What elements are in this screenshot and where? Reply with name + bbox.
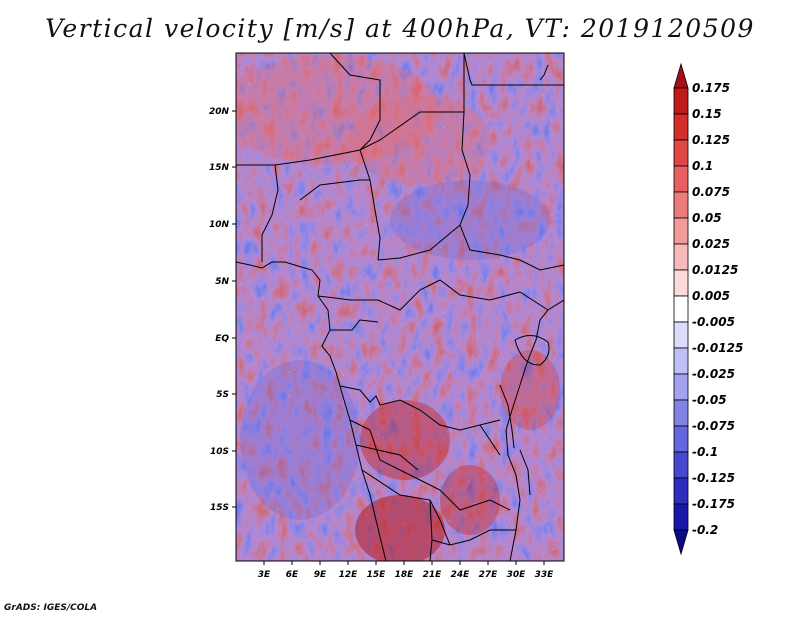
- colorbar-label: -0.1: [692, 445, 718, 459]
- lat-label: 10N: [209, 220, 230, 230]
- lon-label: 15E: [367, 570, 387, 580]
- lon-label: 18E: [395, 570, 415, 580]
- lat-label: 15N: [209, 163, 230, 173]
- colorbar-swatch: [673, 399, 689, 427]
- colorbar-label: -0.05: [692, 393, 727, 407]
- lat-label: EQ: [215, 334, 229, 344]
- colorbar-swatch: [673, 269, 689, 297]
- lon-label: 21E: [423, 570, 443, 580]
- colorbar-label: -0.005: [692, 315, 735, 329]
- colorbar-label: 0.005: [692, 289, 730, 303]
- colorbar-label: 0.075: [692, 185, 730, 199]
- colorbar-label: 0.1: [692, 159, 713, 173]
- map-frame: [235, 52, 565, 562]
- colorbar-label: -0.2: [692, 523, 718, 537]
- colorbar-swatch: [673, 295, 689, 323]
- grads-credit: GrADS: IGES/COLA: [4, 603, 98, 613]
- colorbar-swatch: [673, 191, 689, 219]
- colorbar-swatch: [673, 321, 689, 349]
- colorbar-bottom-arrow: [673, 529, 689, 556]
- map-title: Vertical velocity [m/s] at 400hPa, VT: 2…: [45, 14, 755, 43]
- lon-label: 33E: [535, 570, 555, 580]
- colorbar-swatch: [673, 243, 689, 271]
- colorbar-swatch: [673, 425, 689, 453]
- colorbar-swatch: [673, 477, 689, 505]
- colorbar-label: -0.175: [692, 497, 735, 511]
- colorbar-label: -0.075: [692, 419, 735, 433]
- colorbar-swatch: [673, 113, 689, 141]
- colorbar-label: -0.025: [692, 367, 735, 381]
- colorbar-label: 0.175: [692, 81, 730, 95]
- vertical-velocity-field: [236, 53, 564, 561]
- colorbar-label: 0.05: [692, 211, 722, 225]
- lon-label: 12E: [339, 570, 359, 580]
- lon-label: 3E: [258, 570, 271, 580]
- lat-label: 5S: [216, 390, 229, 400]
- colorbar-top-arrow: [673, 62, 689, 89]
- lon-label: 24E: [451, 570, 471, 580]
- colorbar-label: 0.0125: [692, 263, 738, 277]
- colorbar-swatch: [673, 451, 689, 479]
- lon-label: 6E: [286, 570, 299, 580]
- colorbar-swatch: [673, 217, 689, 245]
- colorbar: 0.175 0.15 0.125 0.1 0.075 0.05 0.025 0.0125 0.0…: [673, 62, 743, 556]
- colorbar-swatch: [673, 87, 689, 115]
- colorbar-swatch: [673, 347, 689, 375]
- lon-label: 27E: [479, 570, 499, 580]
- colorbar-swatch: [673, 139, 689, 167]
- lat-label: 10S: [210, 447, 229, 457]
- lon-label: 30E: [507, 570, 527, 580]
- colorbar-label: 0.025: [692, 237, 730, 251]
- lat-label: 20N: [209, 107, 230, 117]
- colorbar-swatch: [673, 373, 689, 401]
- lat-label: 5N: [215, 277, 229, 287]
- colorbar-swatch: [673, 503, 689, 531]
- colorbar-label: 0.15: [692, 107, 722, 121]
- colorbar-label: 0.125: [692, 133, 730, 147]
- colorbar-label: -0.125: [692, 471, 735, 485]
- colorbar-swatch: [673, 165, 689, 193]
- lat-label: 15S: [210, 503, 229, 513]
- colorbar-label: -0.0125: [692, 341, 743, 355]
- lon-label: 9E: [314, 570, 327, 580]
